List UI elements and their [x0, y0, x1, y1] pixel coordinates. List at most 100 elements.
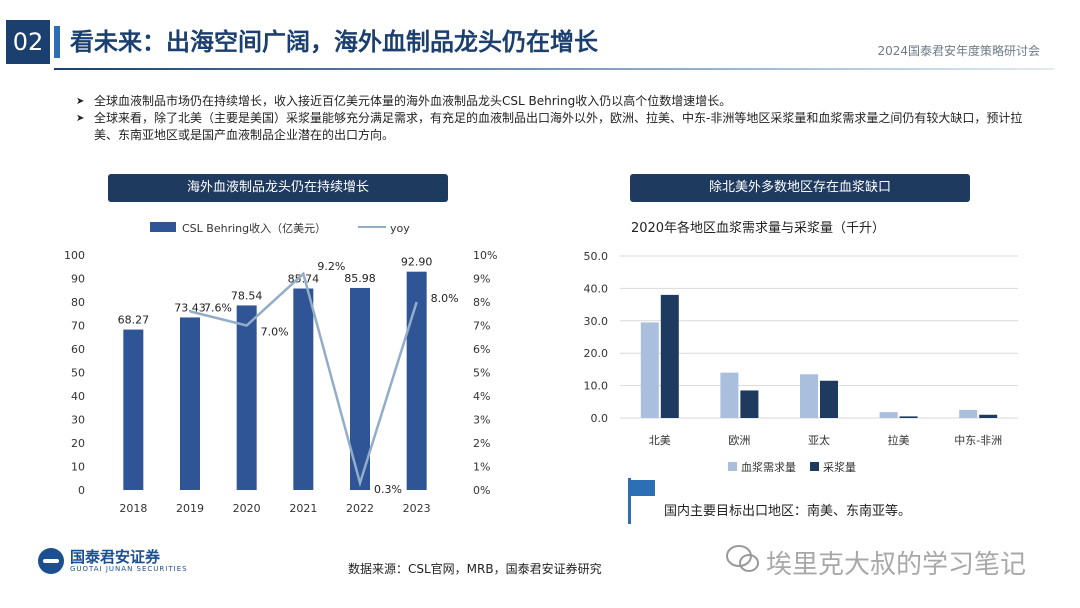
- collection-bar: [899, 416, 918, 418]
- y2-tick-label: 4%: [473, 390, 490, 403]
- y-tick-label: 0: [78, 484, 85, 497]
- legend-label-collection: 采浆量: [823, 460, 856, 472]
- logo-name-en: GUOTAI JUNAN SECURITIES: [70, 565, 188, 573]
- y2-tick-label: 10%: [473, 249, 497, 262]
- plasma-y-tick-label: 40.0: [584, 282, 609, 295]
- plasma-y-tick-label: 0.0: [591, 412, 609, 425]
- plasma-x-tick-label: 北美: [649, 434, 671, 447]
- y-tick-label: 20: [71, 437, 85, 450]
- demand-bar: [640, 322, 659, 418]
- yoy-point-label: 9.2%: [317, 260, 345, 273]
- demand-bar: [959, 409, 978, 418]
- plasma-x-tick-label: 欧洲: [728, 434, 750, 447]
- revenue-chart: CSL Behring收入（亿美元） yoy 0 10 20 30 40 50 60 70 80…: [64, 221, 497, 515]
- y2-tick-label: 1%: [473, 461, 490, 474]
- revenue-bar: [123, 329, 144, 490]
- logo-name-cn: 国泰君安证券: [70, 548, 161, 566]
- plasma-chart: 2020年各地区血浆需求量与采浆量（千升） 0.0 10.0 20.0 30.0 40.…: [584, 220, 1018, 472]
- plasma-bars: [640, 294, 998, 418]
- bullet-item: ➤ 全球血液制品市场仍在持续增长，收入接近百亿美元体量的海外血液制品龙头CSL …: [76, 93, 1026, 110]
- bullet-list: ➤ 全球血液制品市场仍在持续增长，收入接近百亿美元体量的海外血液制品龙头CSL …: [76, 93, 1026, 144]
- demand-bar: [720, 372, 739, 418]
- plasma-x-tick-label: 亚太: [808, 434, 830, 447]
- revenue-bar-label: 92.90: [401, 256, 433, 269]
- legend-label-yoy: yoy: [390, 222, 410, 235]
- y-tick-label: 70: [71, 320, 85, 333]
- y2-tick-label: 7%: [473, 320, 490, 333]
- data-source: 数据来源：CSL官网，MRB，国泰君安证券研究: [348, 562, 602, 576]
- x-tick-label: 2018: [119, 502, 147, 515]
- bullet-arrow-icon: ➤: [76, 113, 85, 124]
- y-tick-label: 50: [71, 367, 85, 380]
- demand-bar: [800, 374, 818, 418]
- y-tick-label: 100: [64, 249, 85, 262]
- plasma-x-tick-label: 拉美: [888, 433, 910, 447]
- bullet-text: 全球血液制品市场仍在持续增长，收入接近百亿美元体量的海外血液制品龙头CSL Be…: [94, 94, 732, 108]
- legend-label-demand: 血浆需求量: [741, 460, 796, 472]
- plasma-y-tick-label: 50.0: [584, 250, 609, 263]
- collection-bar: [740, 390, 759, 418]
- demand-bar: [879, 412, 898, 418]
- y2-tick-label: 6%: [473, 343, 490, 356]
- revenue-chart-legend: CSL Behring收入（亿美元） yoy: [150, 221, 410, 235]
- plasma-x-axis: 北美 欧洲 亚太 拉美 中东-非洲: [649, 433, 1002, 447]
- plasma-y-tick-label: 20.0: [584, 347, 609, 360]
- plasma-gridlines: [620, 255, 1018, 419]
- collection-bar: [660, 294, 679, 418]
- y-tick-label: 40: [71, 390, 85, 403]
- revenue-bar: [180, 317, 200, 490]
- legend-swatch-demand: [728, 462, 737, 471]
- page-title: 看未来：出海空间广阔，海外血制品龙头仍在增长: [70, 28, 598, 56]
- flag-icon: [628, 478, 655, 524]
- revenue-bar-label: 73.43: [174, 301, 206, 314]
- legend-swatch-revenue: [150, 222, 176, 232]
- yoy-line-path: [189, 271, 418, 488]
- plasma-x-tick-label: 中东-非洲: [954, 434, 1002, 447]
- section-number: 02: [6, 20, 50, 64]
- header: 02 看未来：出海空间广阔，海外血制品龙头仍在增长 2024国泰君安年度策略研讨…: [0, 12, 1080, 70]
- revenue-bar-label: 68.27: [118, 314, 150, 327]
- legend-label-revenue: CSL Behring收入（亿美元）: [182, 221, 326, 235]
- y-tick-label: 60: [71, 343, 85, 356]
- x-axis: 2018 2019 2020 2021 2022 2023: [119, 502, 430, 515]
- yoy-point-label: 0.3%: [374, 483, 402, 496]
- revenue-bar-label: 78.54: [231, 289, 263, 302]
- plasma-chart-title: 2020年各地区血浆需求量与采浆量（千升）: [631, 220, 885, 236]
- revenue-bar: [293, 288, 314, 490]
- plasma-y-tick-label: 10.0: [584, 380, 609, 393]
- yoy-point-label: 7.0%: [261, 326, 289, 339]
- x-tick-label: 2023: [403, 502, 431, 515]
- conference-label: 2024国泰君安年度策略研讨会: [877, 44, 1040, 58]
- y2-tick-label: 2%: [473, 437, 490, 450]
- y2-tick-label: 3%: [473, 414, 490, 427]
- logo-mark-icon: [38, 548, 64, 574]
- watermark: 埃里克大叔的学习笔记: [720, 540, 1050, 580]
- bullet-arrow-icon: ➤: [76, 96, 85, 107]
- y2-tick-label: 0%: [473, 484, 490, 497]
- collection-bar: [820, 380, 838, 418]
- x-tick-label: 2019: [176, 502, 204, 515]
- y2-tick-label: 8%: [473, 296, 490, 309]
- x-tick-label: 2022: [346, 502, 374, 515]
- legend-swatch-collection: [810, 462, 819, 471]
- yoy-point-label: 7.6%: [204, 301, 232, 314]
- yoy-line: 7.6% 7.0% 9.2% 0.3% 8.0%: [189, 260, 459, 496]
- left-y-axis: 0 10 20 30 40 50 60 70 80 90 100: [64, 249, 85, 497]
- export-note-text: 国内主要目标出口地区：南美、东南亚等。: [664, 504, 912, 519]
- right-y-axis: 0% 1% 2% 3% 4% 5% 6% 7% 8% 9% 10%: [473, 249, 497, 497]
- collection-bar: [979, 414, 998, 418]
- header-accent-bar: [54, 26, 60, 58]
- y-tick-label: 80: [71, 296, 85, 309]
- y2-tick-label: 5%: [473, 367, 490, 380]
- company-logo: 国泰君安证券 GUOTAI JUNAN SECURITIES: [38, 546, 238, 576]
- wechat-icon: [726, 545, 759, 572]
- yoy-point-label: 8.0%: [431, 292, 459, 305]
- plasma-y-tick-label: 30.0: [584, 315, 609, 328]
- bullet-text: 全球来看，除了北美（主要是美国）采浆量能够充分满足需求，有充足的血液制品出口海外…: [94, 111, 1023, 142]
- revenue-bar: [236, 305, 257, 490]
- header-divider: [54, 68, 1054, 70]
- revenue-bar: [406, 271, 427, 490]
- x-tick-label: 2021: [289, 502, 317, 515]
